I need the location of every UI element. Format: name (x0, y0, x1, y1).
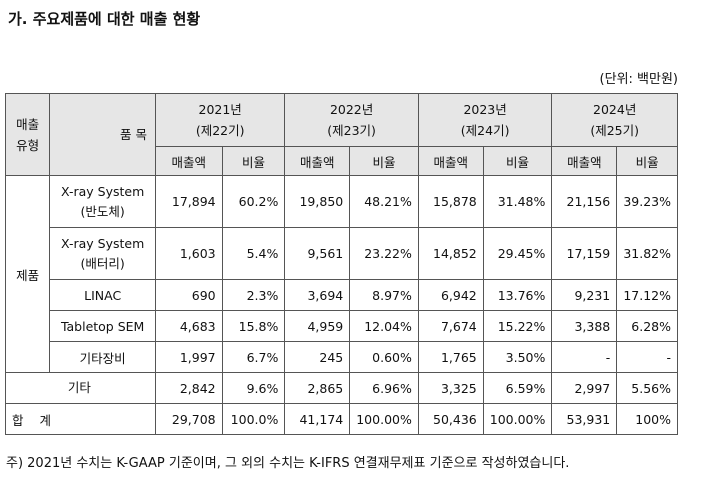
cell: 12.04% (349, 310, 419, 342)
cell: 100.00% (482, 403, 553, 435)
header-year-2023: 2023년 (제24기) (417, 93, 553, 147)
group-label-product: 제품 (4, 175, 51, 373)
cell: 3,388 (551, 310, 618, 342)
cell: 29.45% (482, 227, 553, 280)
cell: 41,174 (284, 403, 351, 435)
cell: 29,708 (154, 403, 223, 435)
header-year-2022: 2022년 (제23기) (284, 93, 419, 147)
cell: 6.28% (616, 310, 678, 342)
cell: 31.82% (616, 227, 678, 280)
total-label: 합 계 (5, 403, 156, 435)
cell: 3,694 (284, 279, 351, 311)
cell: 9,561 (284, 227, 351, 280)
section-title: 가. 주요제품에 대한 매출 현황 (8, 10, 201, 28)
item-name: 기타 (49, 372, 156, 404)
header-year-2021: 2021년 (제22기) (154, 93, 286, 147)
sales-table: 매출 유형 품 목 2021년 (제22기) 2022년 (제23기) 2023년(… (4, 93, 678, 435)
cell: 9,231 (551, 279, 618, 311)
cell: 15.8% (221, 310, 286, 342)
cell: 50,436 (417, 403, 484, 435)
cell: 0.60% (349, 341, 419, 373)
item-name: 기타장비 (49, 341, 156, 373)
cell: 17,894 (154, 175, 223, 228)
cell: 100% (616, 403, 678, 435)
cell: 4,959 (284, 310, 351, 342)
cell: 4,683 (154, 310, 223, 342)
cell: 100.00% (349, 403, 419, 435)
cell: 17,159 (551, 227, 618, 280)
item-name: X-ray System (반도체) (49, 175, 156, 228)
cell: 6.7% (221, 341, 286, 373)
unit-label: (단위: 백만원) (599, 72, 678, 87)
cell: 31.48% (482, 175, 553, 228)
header-row-metrics: 매출액 비율 매출액 비율 매출액 비율 매출액 비율 (6, 146, 678, 176)
item-name: LINAC (49, 279, 156, 311)
header-sales: 매출액 (284, 146, 351, 176)
cell: 48.21% (349, 175, 419, 228)
cell: 3,325 (417, 372, 484, 404)
cell: 60.2% (221, 175, 286, 228)
cell: 8.97% (349, 279, 419, 311)
header-item: 품 목 (49, 93, 156, 176)
header-row-years: 매출 유형 품 목 2021년 (제22기) 2022년 (제23기) 2023년(… (4, 93, 678, 176)
cell: 2,842 (154, 372, 223, 404)
cell: 2,865 (284, 372, 351, 404)
cell: 2.3% (221, 279, 286, 311)
cell: 6.59% (482, 372, 553, 404)
table-row: 제품 X-ray System (반도체) 17,894 60.2% 19,85… (4, 175, 678, 373)
cell: 245 (284, 341, 351, 373)
header-ratio: 비율 (349, 146, 419, 176)
cell: 13.76% (482, 279, 553, 311)
cell: 39.23% (616, 175, 678, 228)
cell: - (551, 341, 618, 373)
header-sales-type: 매출 유형 (4, 93, 51, 176)
cell: 53,931 (551, 403, 618, 435)
header-sales: 매출액 (551, 146, 618, 176)
table-row: 기타장비 1,997 6.7% 245 0.60% 1,765 3.50% - … (6, 341, 678, 373)
cell: 9.6% (221, 372, 286, 404)
header-ratio: 비율 (482, 146, 553, 176)
other-group-cell (4, 372, 50, 404)
cell: 7,674 (417, 310, 484, 342)
cell: 14,852 (417, 227, 484, 280)
table-row-total: 합 계 29,708 100.0% 41,174 100.00% 50,436 … (5, 403, 678, 435)
cell: - (616, 341, 678, 373)
table-row-other: 기타 2,842 9.6% 2,865 6.96% 3,325 6.59% 2,… (4, 372, 678, 404)
item-name: X-ray System (배터리) (49, 227, 156, 280)
cell: 17.12% (616, 279, 678, 311)
item-name: Tabletop SEM (49, 310, 156, 342)
header-year-2024: 2024년 (제25기) (551, 93, 678, 147)
header-sales: 매출액 (154, 146, 223, 176)
cell: 21,156 (551, 175, 618, 228)
cell: 15.22% (482, 310, 553, 342)
cell: 2,997 (551, 372, 618, 404)
cell: 1,603 (154, 227, 223, 280)
cell: 6,942 (417, 279, 484, 311)
cell: 5.56% (616, 372, 678, 404)
cell: 15,878 (417, 175, 484, 228)
cell: 1,765 (417, 341, 484, 373)
cell: 23.22% (349, 227, 419, 280)
table-row: X-ray System (배터리) 1,603 5.4% 9,561 23.2… (6, 227, 678, 280)
cell: 5.4% (221, 227, 286, 280)
footnote: 주) 2021년 수치는 K-GAAP 기준이며, 그 외의 수치는 K-IFR… (6, 456, 570, 471)
header-ratio: 비율 (221, 146, 286, 176)
header-ratio: 비율 (616, 146, 678, 176)
cell: 3.50% (482, 341, 553, 373)
cell: 19,850 (284, 175, 351, 228)
cell: 1,997 (154, 341, 223, 373)
table-row: Tabletop SEM 4,683 15.8% 4,959 12.04% 7,… (6, 310, 678, 342)
cell: 6.96% (349, 372, 419, 404)
cell: 690 (154, 279, 223, 311)
header-sales: 매출액 (417, 146, 484, 176)
table-row: LINAC 690 2.3% 3,694 8.97% 6,942 13.76% … (6, 279, 678, 311)
cell: 100.0% (221, 403, 286, 435)
